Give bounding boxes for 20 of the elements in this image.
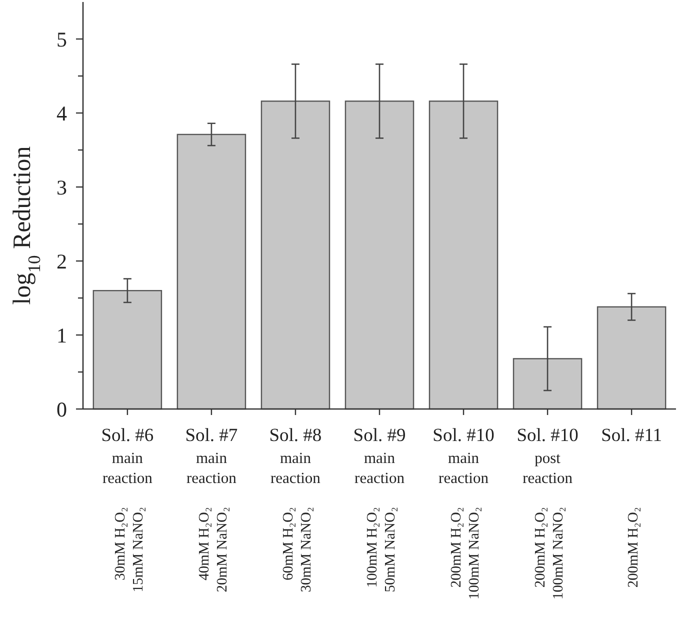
y-tick-label: 5 bbox=[56, 27, 67, 52]
bar bbox=[176, 134, 246, 410]
category-label: Sol. #7 main reaction 40mM H₂O₂ 20mM NaNO₂ bbox=[185, 426, 238, 592]
bar bbox=[596, 306, 666, 410]
category-label: Sol. #6 main reaction 30mM H₂O₂ 15mM NaNO₂ bbox=[101, 426, 154, 592]
bar bbox=[428, 100, 498, 410]
bar bbox=[92, 290, 162, 410]
bar bbox=[512, 358, 582, 410]
category-label: Sol. #9 main reaction 100mM H₂O₂ 50mM NaNO₂ bbox=[353, 426, 406, 592]
category-label: Sol. #8 main reaction 60mM H₂O₂ 30mM NaNO₂ bbox=[269, 426, 322, 592]
y-tick-label: 1 bbox=[56, 323, 67, 348]
y-tick-label: 0 bbox=[56, 397, 67, 422]
category-label: Sol. #11 200mM H₂O₂ bbox=[601, 426, 662, 588]
y-tick-label: 4 bbox=[56, 101, 68, 126]
bar bbox=[260, 100, 330, 410]
y-tick-label: 3 bbox=[56, 175, 67, 200]
category-label: Sol. #10 main reaction 200mM H₂O₂ 100mM NaNO₂ bbox=[432, 426, 494, 600]
category-label: Sol. #10 post reaction 200mM H₂O₂ 100mM NaNO₂ bbox=[516, 426, 578, 600]
y-tick-label: 2 bbox=[56, 249, 67, 274]
bar bbox=[344, 100, 414, 410]
